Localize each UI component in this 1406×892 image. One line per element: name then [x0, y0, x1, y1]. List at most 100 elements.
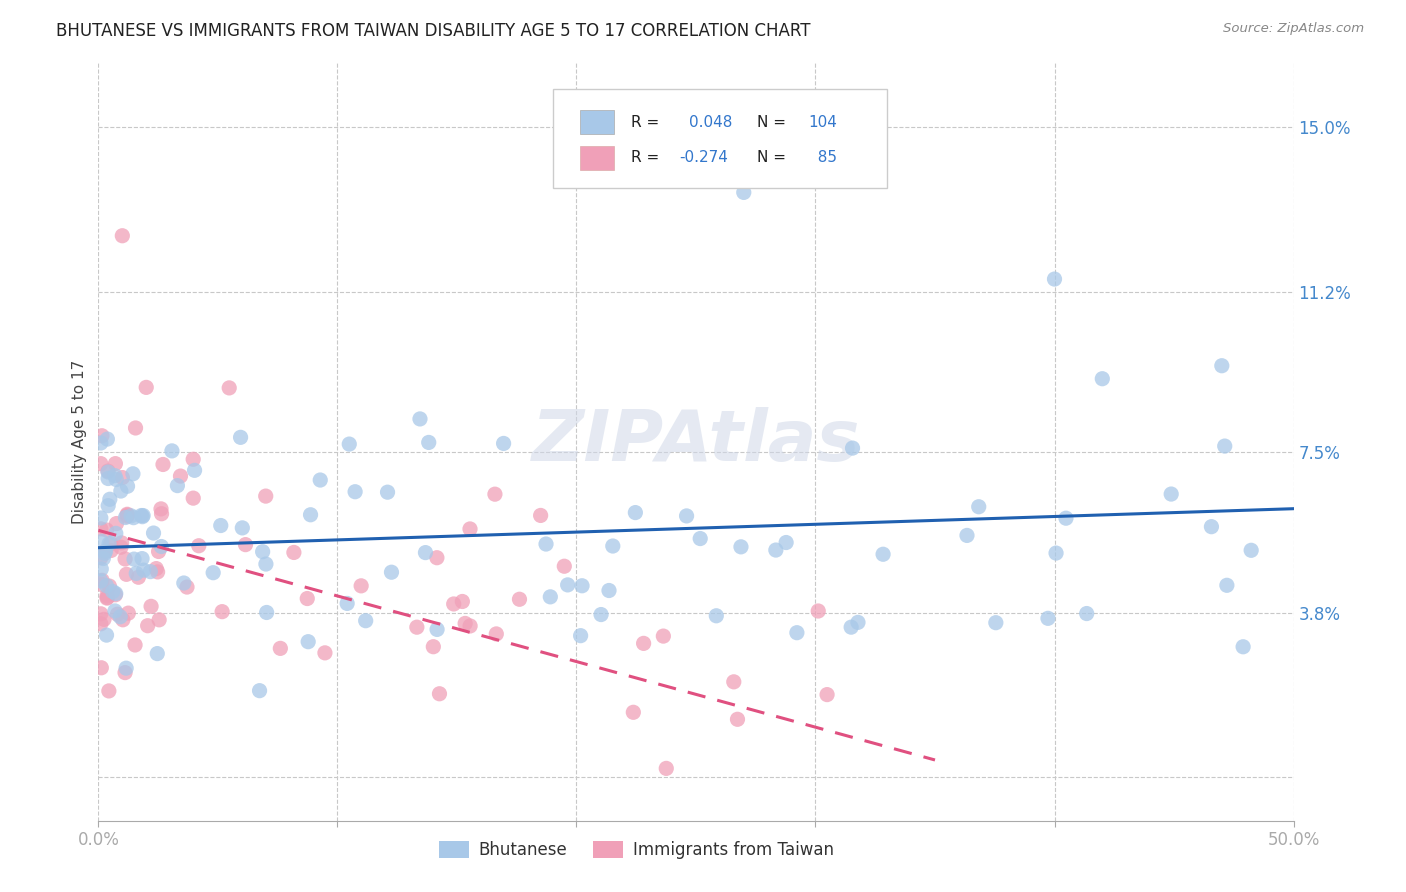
Point [91, 577, 114, 591]
Point [252, 545, 274, 559]
Point [104, 586, 127, 600]
Point [173, 576, 195, 591]
Point [249, 683, 271, 698]
Point [93, 612, 115, 626]
Point [96, 432, 118, 446]
Point [107, 607, 129, 622]
Point [538, 590, 561, 604]
Point [90, 562, 112, 576]
Point [344, 484, 367, 499]
Point [100, 543, 122, 558]
Point [415, 546, 437, 560]
Point [96, 579, 118, 593]
Point [90, 522, 112, 536]
Point [807, 604, 830, 618]
Point [150, 507, 173, 521]
Point [105, 473, 128, 487]
Point [730, 540, 752, 554]
Point [97, 471, 120, 485]
Text: 104: 104 [808, 115, 837, 130]
Point [104, 457, 127, 471]
Point [1232, 640, 1254, 654]
Point [443, 597, 465, 611]
Point [122, 510, 145, 524]
Point [485, 627, 508, 641]
Point [148, 613, 170, 627]
Text: 0.048: 0.048 [689, 115, 733, 130]
Point [571, 579, 593, 593]
Point [101, 584, 124, 599]
Point [727, 712, 749, 726]
Bar [581, 111, 613, 135]
Point [733, 186, 755, 200]
Text: R =: R = [631, 151, 665, 166]
Point [841, 441, 863, 455]
Point [254, 489, 277, 503]
Point [956, 528, 979, 542]
Point [418, 435, 440, 450]
Bar [581, 145, 613, 170]
Point [872, 547, 894, 561]
Point [97, 499, 120, 513]
Point [786, 625, 808, 640]
Point [209, 518, 232, 533]
Point [984, 615, 1007, 630]
Point [142, 526, 165, 541]
Point [90, 616, 112, 631]
Point [765, 543, 787, 558]
Point [1045, 546, 1067, 560]
Point [160, 443, 183, 458]
Point [104, 588, 127, 602]
Point [202, 566, 225, 580]
Point [96, 591, 118, 605]
Point [269, 641, 291, 656]
Point [132, 563, 155, 577]
Point [115, 508, 138, 522]
Point [602, 539, 624, 553]
Point [297, 591, 319, 606]
Point [426, 623, 449, 637]
Point [675, 508, 697, 523]
Point [96, 591, 118, 606]
Point [534, 537, 557, 551]
Point [114, 552, 136, 566]
Point [211, 605, 233, 619]
Point [111, 470, 134, 484]
Point [235, 538, 257, 552]
Point [815, 688, 838, 702]
Point [309, 473, 332, 487]
Point [98, 537, 121, 551]
Point [377, 485, 399, 500]
Point [117, 508, 139, 522]
Point [350, 579, 373, 593]
Point [337, 437, 360, 451]
Point [148, 544, 170, 558]
Text: 85: 85 [808, 151, 838, 166]
Point [90, 457, 112, 471]
Text: R =: R = [631, 115, 665, 130]
Point [104, 468, 127, 483]
Point [122, 467, 145, 481]
Point [124, 421, 146, 435]
Point [181, 491, 204, 505]
Point [299, 508, 322, 522]
Point [187, 539, 209, 553]
Text: Source: ZipAtlas.com: Source: ZipAtlas.com [1223, 22, 1364, 36]
Point [553, 559, 575, 574]
Point [354, 614, 377, 628]
Point [96, 523, 118, 537]
Text: -0.274: -0.274 [679, 151, 728, 166]
Point [98, 492, 121, 507]
Point [132, 508, 155, 523]
Point [775, 535, 797, 549]
Point [90, 511, 112, 525]
Point [105, 516, 128, 531]
Point [429, 687, 451, 701]
Point [1240, 543, 1263, 558]
Point [150, 540, 173, 554]
Point [1076, 607, 1098, 621]
Legend: Bhutanese, Immigrants from Taiwan: Bhutanese, Immigrants from Taiwan [432, 834, 841, 865]
Point [145, 561, 167, 575]
Point [218, 381, 240, 395]
Point [380, 566, 402, 580]
